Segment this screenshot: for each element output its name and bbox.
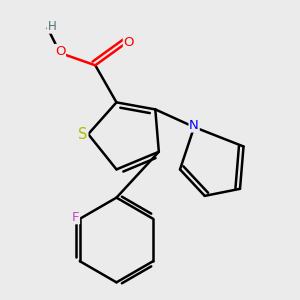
Text: F: F bbox=[72, 211, 79, 224]
Text: S: S bbox=[78, 127, 88, 142]
Text: N: N bbox=[189, 119, 199, 132]
Text: H: H bbox=[47, 20, 56, 33]
Text: O: O bbox=[55, 45, 65, 58]
Text: O: O bbox=[124, 36, 134, 49]
